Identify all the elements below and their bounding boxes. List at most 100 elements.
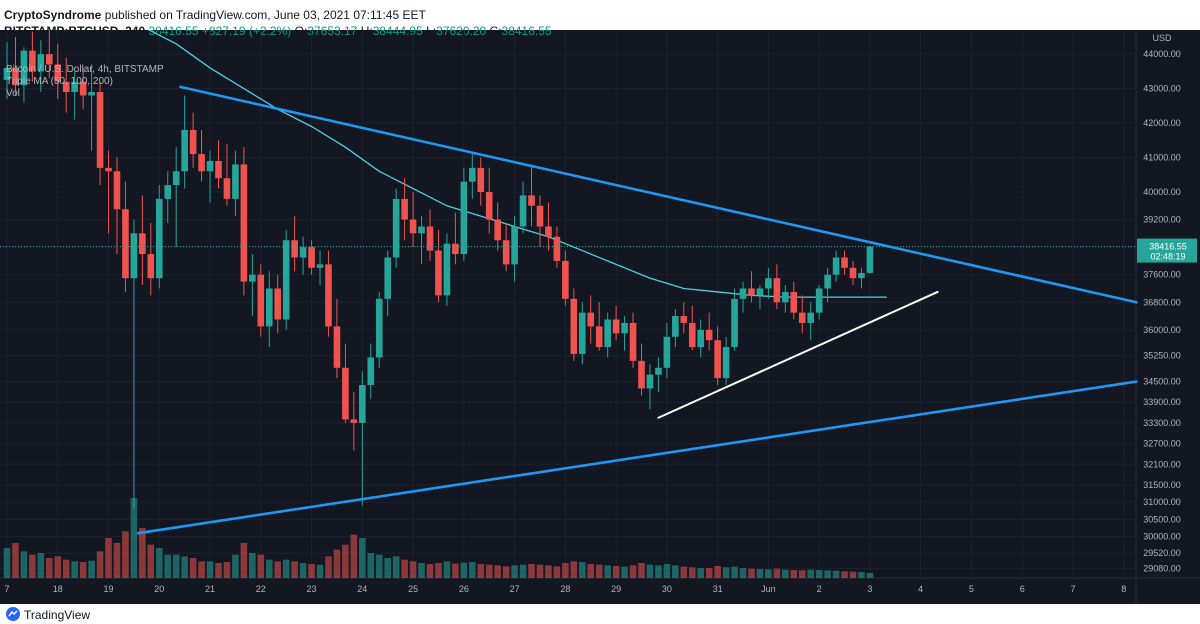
candle-body xyxy=(308,247,315,268)
time-tick-label: 7 xyxy=(1070,584,1075,594)
volume-bar xyxy=(638,563,645,578)
volume-bar xyxy=(748,568,755,578)
volume-bar xyxy=(587,564,595,578)
volume-bar xyxy=(798,570,806,578)
volume-bar xyxy=(815,570,823,578)
candle-body xyxy=(705,329,713,341)
time-tick-label: 19 xyxy=(104,584,114,594)
volume-bar xyxy=(139,528,146,578)
candle-body xyxy=(20,50,28,86)
candle-body xyxy=(688,322,696,348)
candle-body xyxy=(646,374,654,389)
price-change: +827.19 (+2.2%) xyxy=(201,24,292,38)
candle-body xyxy=(731,298,738,348)
volume-bar xyxy=(249,553,256,578)
candle-body xyxy=(257,274,265,327)
low-value: 37620.20 xyxy=(436,24,487,38)
candle-body xyxy=(249,274,256,282)
price-tick-label: 34500.00 xyxy=(1143,377,1181,387)
chart-header: CryptoSyndrome published on TradingView.… xyxy=(0,0,1200,38)
volume-bar xyxy=(435,563,442,578)
low-label: L: xyxy=(426,24,437,38)
last-price: 38416.55 xyxy=(148,24,199,38)
price-tick-label: 41000.00 xyxy=(1143,153,1181,163)
candle-body xyxy=(96,92,104,168)
volume-bar xyxy=(54,556,62,578)
candle-body xyxy=(815,288,823,313)
time-tick-label: 27 xyxy=(510,584,520,594)
volume-bar xyxy=(164,554,172,578)
candle-body xyxy=(333,326,341,368)
publisher-name[interactable]: CryptoSyndrome xyxy=(4,8,102,22)
volume-bar xyxy=(502,566,510,578)
volume-bar xyxy=(384,558,391,578)
time-tick-label: 23 xyxy=(307,584,317,594)
volume-bar xyxy=(130,498,138,578)
volume-bar xyxy=(663,564,671,578)
time-tick-label: 31 xyxy=(713,584,723,594)
price-tick-label: 31000.00 xyxy=(1143,497,1181,507)
candle-body xyxy=(621,322,628,334)
close-label: C: xyxy=(489,24,502,38)
candle-body xyxy=(739,288,747,299)
candle-body xyxy=(223,178,231,199)
candle-body xyxy=(88,92,95,96)
candle-body xyxy=(62,81,70,93)
candle-body xyxy=(435,250,442,296)
volume-bar xyxy=(71,561,78,578)
chart-area[interactable]: 44000.00 43000.00 42000.00 41000.00 40000.00… xyxy=(0,30,1200,606)
volume-bar xyxy=(646,564,654,578)
volume-bar xyxy=(274,561,282,578)
time-tick-label: 8 xyxy=(1121,584,1126,594)
volume-bar xyxy=(688,567,696,578)
candle-body xyxy=(181,129,188,172)
volume-bar xyxy=(773,568,781,578)
candle-body xyxy=(824,274,831,289)
price-tick-label: 29080.00 xyxy=(1143,563,1181,573)
price-tick-label: 32700.00 xyxy=(1143,439,1181,449)
price-tick-label: 33900.00 xyxy=(1143,397,1181,407)
last-price-label: 38416.55 xyxy=(1149,242,1187,252)
candle-body xyxy=(849,267,857,279)
time-tick-label: 30 xyxy=(662,584,672,594)
candle-body xyxy=(418,226,425,234)
candle-body xyxy=(460,181,468,255)
volume-bar xyxy=(37,553,45,578)
volume-bar xyxy=(147,544,155,578)
volume-bar xyxy=(155,548,163,578)
volume-bar xyxy=(756,569,764,578)
candle-body xyxy=(452,243,459,255)
candle-body xyxy=(232,164,239,199)
header-line: CryptoSyndrome published on TradingView.… xyxy=(4,8,552,38)
volume-bar xyxy=(265,559,273,578)
price-tick-label: 37600.00 xyxy=(1143,270,1181,280)
candle-body xyxy=(655,367,662,375)
volume-bar xyxy=(705,568,713,578)
volume-bar xyxy=(578,562,586,578)
volume-bar xyxy=(824,570,831,578)
candle-body xyxy=(350,419,358,423)
symbol-label: BITSTAMP:BTCUSD, 240 xyxy=(4,24,146,38)
candle-body xyxy=(130,233,138,279)
legend-vol: Vol xyxy=(6,88,20,99)
volume-bar xyxy=(494,565,501,578)
volume-bar xyxy=(333,549,341,578)
close-value: 38416.55 xyxy=(501,24,552,38)
candle-body xyxy=(147,254,155,279)
candle-body xyxy=(841,257,848,268)
candle-body xyxy=(359,384,366,423)
candle-body xyxy=(502,240,510,265)
price-chart[interactable]: 44000.00 43000.00 42000.00 41000.00 40000.00… xyxy=(0,30,1200,606)
volume-bar xyxy=(325,556,332,578)
candle-body xyxy=(291,240,298,258)
candle-body xyxy=(12,67,19,86)
time-tick-label: 21 xyxy=(205,584,215,594)
volume-bar xyxy=(612,566,620,578)
volume-bar xyxy=(409,561,417,578)
descending-resistance-trendline xyxy=(179,85,1138,304)
candle-body xyxy=(164,185,172,199)
open-value: 37653.17 xyxy=(307,24,358,38)
volume-bar xyxy=(866,573,874,578)
price-axis-panel xyxy=(1136,30,1200,606)
currency-label: USD xyxy=(1152,33,1172,43)
